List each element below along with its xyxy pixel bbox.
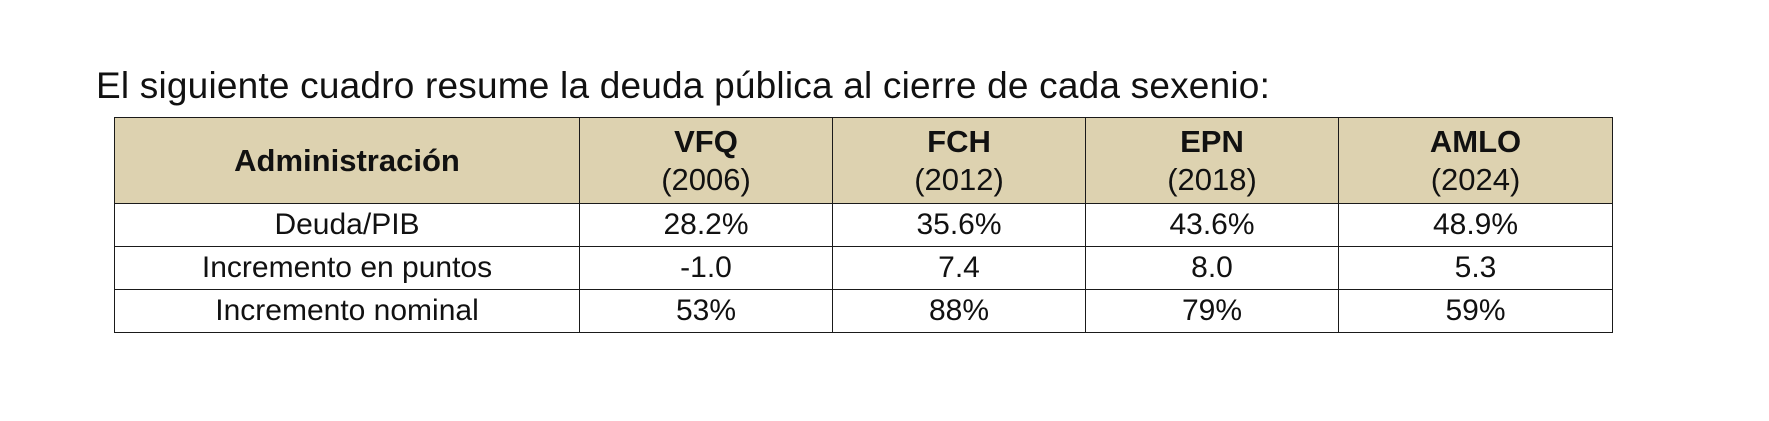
col-year: (2006) — [661, 161, 751, 197]
table-row-deuda-pib: Deuda/PIB 28.2% 35.6% 43.6% 48.9% — [114, 203, 1613, 247]
table-cell: 5.3 — [1338, 246, 1613, 290]
header-label: Administración — [234, 142, 460, 178]
row-label: Incremento nominal — [114, 289, 580, 333]
table-cell: -1.0 — [579, 246, 833, 290]
col-year: (2018) — [1167, 161, 1257, 197]
table-cell: 48.9% — [1338, 203, 1613, 247]
col-abbr: EPN — [1180, 123, 1244, 159]
table-cell: 53% — [579, 289, 833, 333]
debt-summary-table: Administración VFQ (2006) FCH (2012) EPN… — [114, 117, 1613, 333]
table-row-incremento-nominal: Incremento nominal 53% 88% 79% 59% — [114, 289, 1613, 333]
table-row-incremento-puntos: Incremento en puntos -1.0 7.4 8.0 5.3 — [114, 246, 1613, 290]
header-col-epn: EPN (2018) — [1085, 117, 1339, 204]
col-year: (2012) — [914, 161, 1004, 197]
table-cell: 28.2% — [579, 203, 833, 247]
table-cell: 59% — [1338, 289, 1613, 333]
table-cell: 43.6% — [1085, 203, 1339, 247]
header-col-fch: FCH (2012) — [832, 117, 1086, 204]
table-cell: 7.4 — [832, 246, 1086, 290]
table-header-row: Administración VFQ (2006) FCH (2012) EPN… — [114, 117, 1613, 204]
header-administracion: Administración — [114, 117, 580, 204]
row-label: Incremento en puntos — [114, 246, 580, 290]
header-col-amlo: AMLO (2024) — [1338, 117, 1613, 204]
table-cell: 35.6% — [832, 203, 1086, 247]
table-cell: 88% — [832, 289, 1086, 333]
col-abbr: FCH — [927, 123, 991, 159]
intro-text: El siguiente cuadro resume la deuda públ… — [96, 65, 1271, 106]
row-label: Deuda/PIB — [114, 203, 580, 247]
col-abbr: VFQ — [674, 123, 738, 159]
table-cell: 8.0 — [1085, 246, 1339, 290]
col-abbr: AMLO — [1429, 123, 1522, 159]
header-col-vfq: VFQ (2006) — [579, 117, 833, 204]
table-cell: 79% — [1085, 289, 1339, 333]
col-year: (2024) — [1430, 161, 1521, 197]
